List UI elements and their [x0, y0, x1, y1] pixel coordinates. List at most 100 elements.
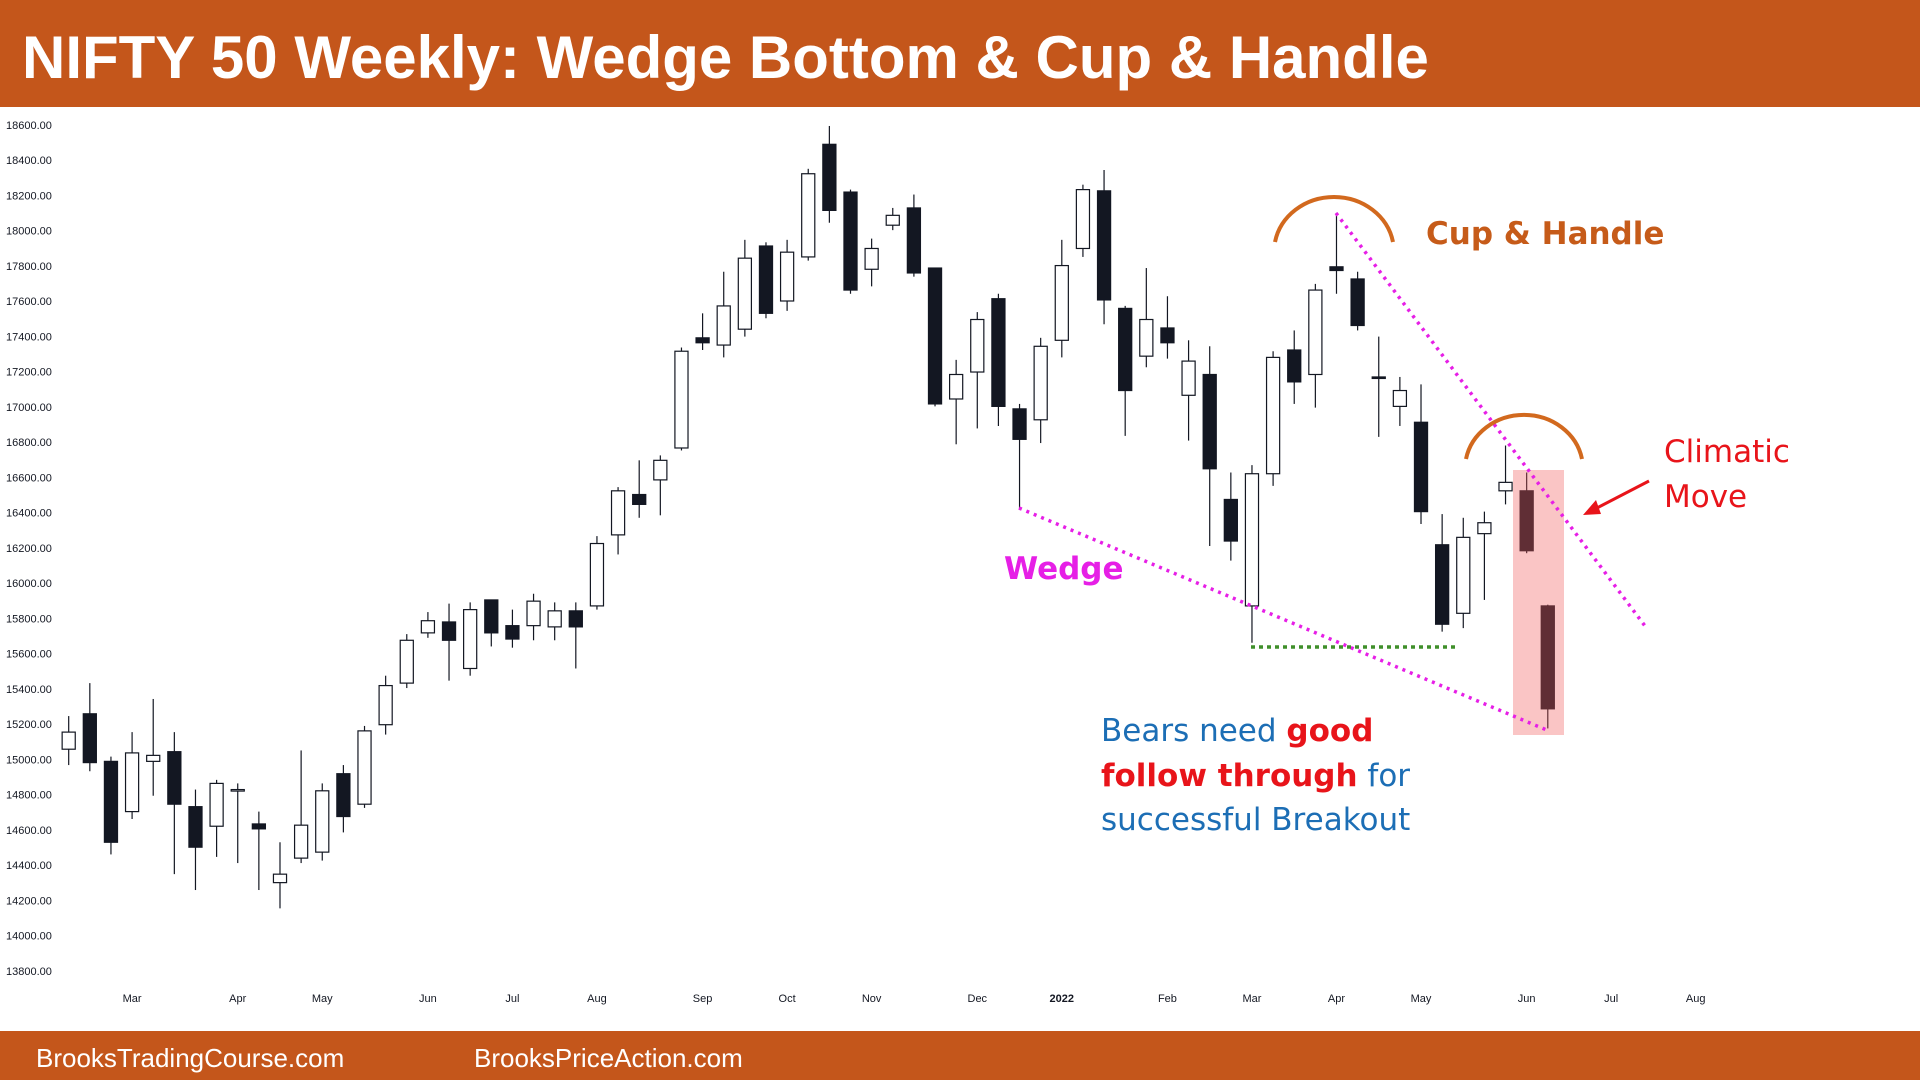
x-tick-label: Mar	[123, 993, 142, 1005]
candle-body	[1118, 307, 1133, 392]
candle-body	[674, 350, 689, 449]
x-tick-label: Feb	[1158, 993, 1177, 1005]
candle-body	[991, 298, 1006, 407]
candle-body	[589, 542, 605, 607]
footer-link: BrooksTradingCourse.com	[36, 1043, 344, 1073]
candle-body	[653, 459, 668, 481]
candle-body	[1371, 376, 1386, 380]
candle-body	[505, 625, 520, 640]
candle-body	[1498, 481, 1513, 492]
y-tick-label: 14400.00	[6, 860, 52, 872]
handle-arc	[1464, 412, 1584, 460]
y-tick-label: 15000.00	[6, 754, 52, 766]
y-tick-label: 13800.00	[6, 966, 52, 978]
climax-highlight	[1513, 470, 1564, 735]
x-tick-label: Aug	[1686, 993, 1706, 1005]
x-tick-label: Sep	[693, 993, 713, 1005]
header-band	[0, 0, 1920, 107]
candle-body	[167, 751, 182, 805]
candle-body	[315, 790, 330, 853]
note-text: for	[1358, 758, 1411, 794]
y-tick-label: 16800.00	[6, 437, 52, 449]
y-tick-label: 17400.00	[6, 331, 52, 343]
y-tick-label: 16200.00	[6, 543, 52, 555]
y-tick-label: 18200.00	[6, 190, 52, 202]
candle-body	[779, 251, 795, 302]
candle-body	[1350, 278, 1365, 327]
candle-body	[1012, 408, 1027, 440]
candle-body	[632, 493, 647, 505]
candle-body	[1202, 373, 1217, 470]
x-tick-label: Mar	[1242, 993, 1261, 1005]
candle-body	[801, 173, 816, 258]
y-tick-label: 17800.00	[6, 261, 52, 273]
candle-body	[970, 318, 985, 373]
candle-body	[568, 610, 583, 628]
footer-link: BrooksPriceAction.com	[474, 1043, 743, 1073]
candle-body	[1160, 327, 1175, 344]
note-emphasis: follow through	[1101, 758, 1358, 794]
y-tick-label: 14600.00	[6, 825, 52, 837]
x-tick-label: Jun	[419, 993, 437, 1005]
y-tick-label: 15200.00	[6, 719, 52, 731]
y-tick-label: 18000.00	[6, 226, 52, 238]
candle-body	[1181, 360, 1196, 396]
candle-body	[695, 337, 710, 344]
x-tick-label: May	[312, 993, 333, 1005]
candle-body	[1244, 473, 1260, 607]
candle-body	[230, 788, 245, 792]
y-tick-label: 15800.00	[6, 613, 52, 625]
candle-body	[357, 730, 372, 805]
candle-body	[927, 267, 943, 405]
y-tick-label: 18400.00	[6, 155, 52, 167]
y-tick-label: 16400.00	[6, 508, 52, 520]
wedge-label: Wedge	[1004, 551, 1124, 587]
candle-body	[1392, 389, 1408, 407]
candle-body	[399, 639, 414, 684]
candle-body	[146, 754, 161, 762]
x-tick-label: Jun	[1518, 993, 1536, 1005]
candle-body	[463, 609, 478, 670]
bears-note: successful Breakout	[1101, 802, 1410, 838]
x-tick-label: Aug	[587, 993, 607, 1005]
candle-body	[124, 752, 140, 813]
climatic-label: Move	[1664, 479, 1747, 515]
candle-body	[1308, 289, 1323, 376]
candle-body	[484, 599, 499, 634]
candle-body	[1287, 349, 1302, 383]
x-tick-label: Oct	[779, 993, 796, 1005]
page-title: NIFTY 50 Weekly: Wedge Bottom & Cup & Ha…	[22, 24, 1429, 91]
trend-line	[1334, 211, 1647, 628]
candle-body	[188, 806, 203, 848]
climatic-label: Climatic	[1664, 434, 1790, 470]
candle-body	[547, 610, 562, 628]
candle-body	[949, 373, 964, 400]
candle-body	[336, 773, 351, 818]
candle-body	[1139, 318, 1154, 357]
y-tick-label: 17000.00	[6, 402, 52, 414]
candle-body	[209, 782, 224, 827]
y-tick-label: 14200.00	[6, 895, 52, 907]
plot-area: 13800.00 14000.00 14200.00 14400.00 14600.00…	[6, 120, 1706, 1005]
x-tick-label: Jul	[1604, 993, 1618, 1005]
bears-note: follow through for	[1101, 758, 1410, 794]
y-tick-label: 15600.00	[6, 649, 52, 661]
candle-body	[1054, 264, 1069, 341]
candle-body	[441, 621, 457, 641]
y-tick-label: 17600.00	[6, 296, 52, 308]
cup-arc	[1273, 195, 1395, 243]
candle-body	[1413, 421, 1429, 513]
arrow-shaft	[1594, 479, 1650, 511]
y-tick-label: 16000.00	[6, 578, 52, 590]
candle-body	[82, 713, 97, 764]
x-tick-label: Nov	[862, 993, 882, 1005]
candle-body	[610, 490, 626, 536]
arrow-head	[1583, 500, 1601, 515]
x-tick-label: Apr	[229, 993, 246, 1005]
candle-body	[1456, 536, 1471, 614]
candle-body	[61, 731, 76, 750]
candle-body	[906, 207, 922, 274]
candle-body	[1096, 190, 1112, 301]
